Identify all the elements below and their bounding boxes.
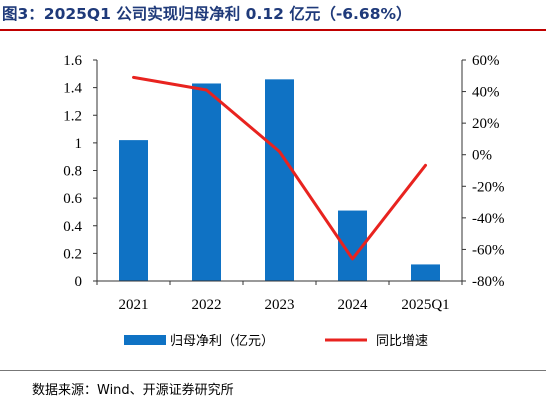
left-tick-label: 0 [75, 274, 83, 290]
left-tick-label: 1.4 [63, 81, 82, 97]
right-tick-label: 20% [472, 116, 500, 132]
right-tick-label: 60% [472, 53, 500, 69]
bar-2025q1 [411, 264, 440, 281]
right-tick-label: 40% [472, 85, 500, 101]
left-tick-label: 0.8 [63, 164, 82, 180]
source-divider [0, 370, 546, 371]
right-tick-label: -60% [472, 242, 505, 258]
right-tick-label: -20% [472, 179, 505, 195]
chart: 0 0.2 0.4 0.6 0.8 1 1.2 1.4 1.6 -80% -60% -40% -20% 0… [63, 53, 504, 349]
left-tick-label: 1.2 [63, 108, 82, 124]
title-divider [0, 29, 546, 31]
legend-bar-label: 归母净利（亿元） [170, 334, 274, 349]
left-tick-label: 0.4 [63, 219, 82, 235]
right-tick-label: -80% [472, 274, 505, 290]
chart-title: 图3：2025Q1 公司实现归母净利 0.12 亿元（-6.68%） [2, 5, 412, 23]
right-tick-label: -40% [472, 211, 505, 227]
legend: 归母净利（亿元） 同比增速 [124, 334, 428, 349]
growth-rate-line [132, 75, 427, 261]
bar-2022 [192, 83, 221, 281]
growth-line-layer [132, 75, 427, 261]
bar-2023 [265, 79, 294, 282]
x-tick-label: 2023 [265, 297, 295, 313]
legend-line-label: 同比增速 [376, 334, 428, 349]
left-tick-label: 1.6 [63, 53, 82, 69]
bars-layer [119, 79, 440, 282]
x-tick-label: 2025Q1 [401, 297, 449, 313]
axes-layer: 0 0.2 0.4 0.6 0.8 1 1.2 1.4 1.6 -80% -60% -40% -20% 0… [63, 53, 504, 313]
x-tick-label: 2024 [338, 297, 369, 313]
x-tick-label: 2021 [119, 297, 149, 313]
left-tick-label: 1 [75, 136, 83, 152]
left-tick-label: 0.2 [63, 246, 82, 262]
legend-bar-swatch [124, 335, 166, 345]
x-tick-label: 2022 [192, 297, 222, 313]
bar-2021 [119, 140, 148, 281]
left-tick-label: 0.6 [63, 191, 82, 207]
right-tick-label: 0% [472, 148, 492, 164]
source-note: 数据来源：Wind、开源证券研究所 [32, 383, 234, 398]
